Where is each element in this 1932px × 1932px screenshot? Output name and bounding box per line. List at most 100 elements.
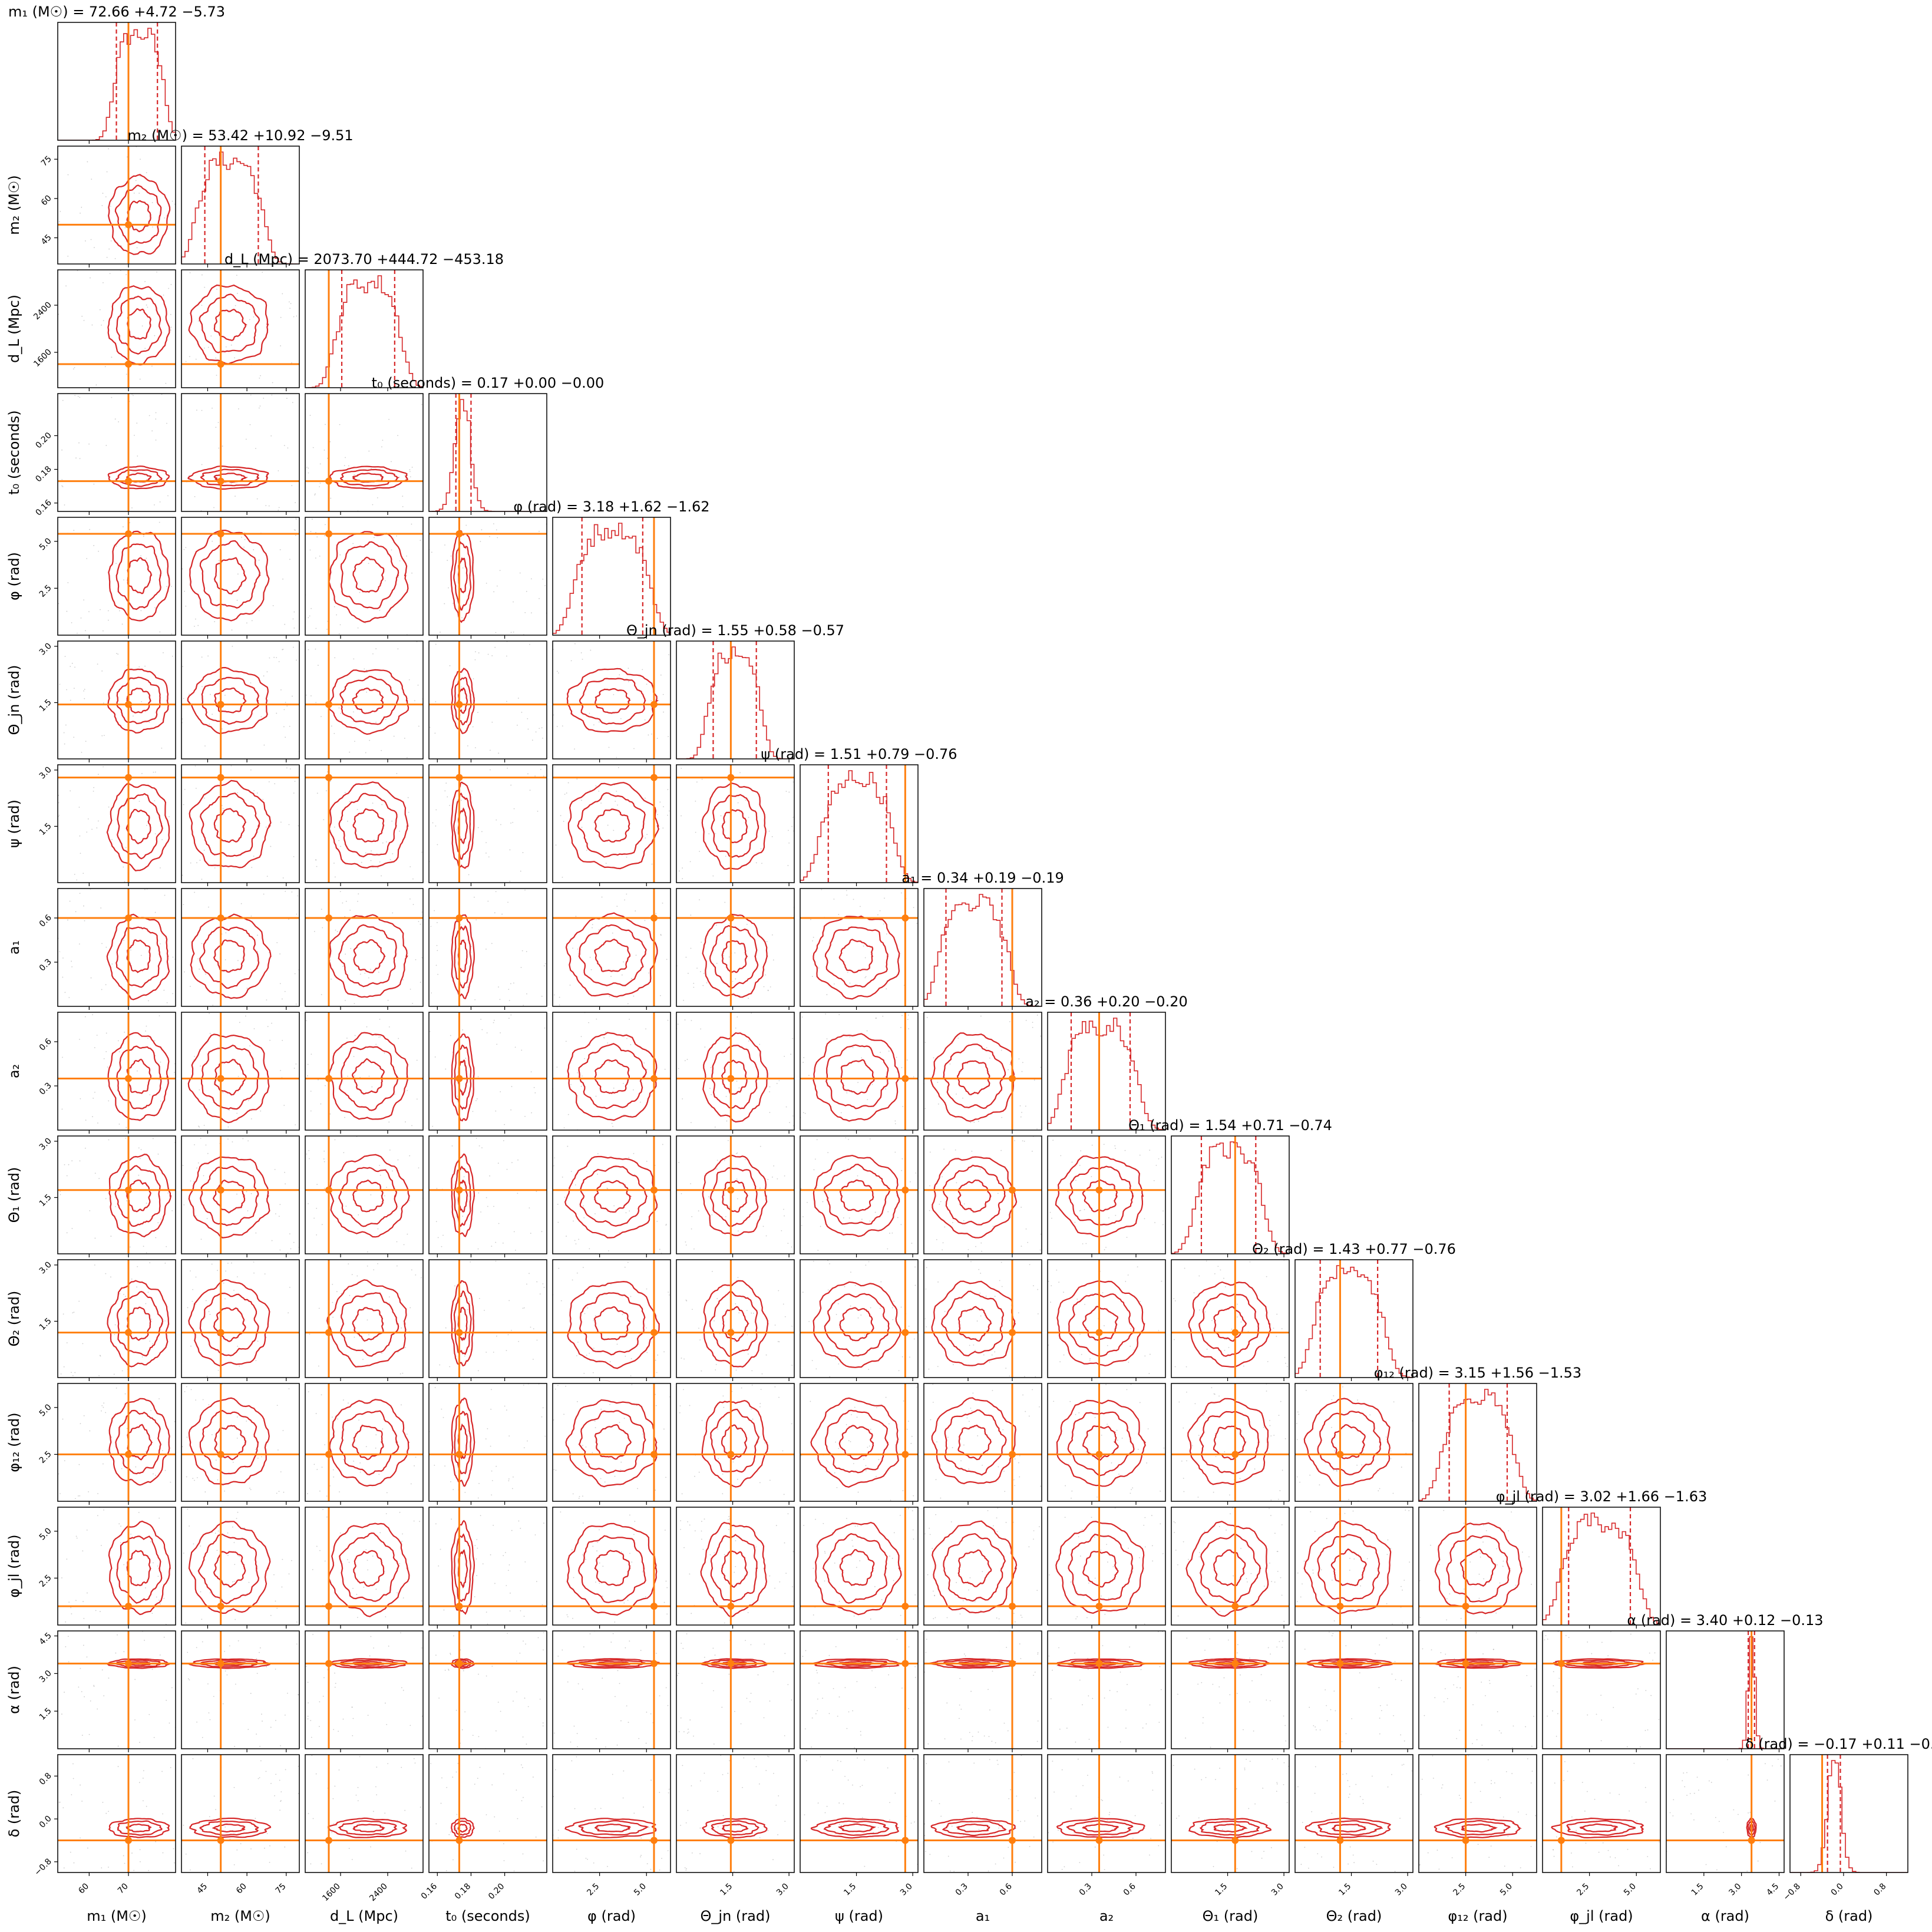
panel-frame: [1789, 1754, 1908, 1873]
contour-level-2: [339, 1532, 399, 1602]
x-axis-label-m2: m₂ (M☉): [210, 1908, 270, 1924]
contour-level-3: [328, 669, 409, 735]
contour-level-2: [1200, 1533, 1261, 1604]
histogram-panel-theta2: Θ₂ (rad) = 1.43 +0.77 −0.76: [1252, 1241, 1456, 1381]
contour-level-3: [813, 915, 900, 1000]
contour-panel-a1-phijl: [923, 1507, 1042, 1629]
x-axis-label-theta2: Θ₂ (rad): [1326, 1908, 1382, 1924]
histogram-phi12: [1419, 1389, 1537, 1501]
contour-level-3: [1185, 1521, 1269, 1617]
panel-frame: [552, 1507, 671, 1626]
contour-level-2: [577, 792, 646, 858]
x-tick-label: 2.5: [1575, 1882, 1591, 1898]
contour-level-1: [126, 808, 151, 844]
contour-panel-thetajn-phi12: [676, 1383, 795, 1505]
truth-marker: [901, 1603, 909, 1610]
contour-panel-thetajn-phijl: [676, 1507, 795, 1629]
x-tick-label: −0.8: [1782, 1882, 1802, 1903]
y-tick-label: 4.5: [38, 1631, 54, 1647]
contour-level-2: [339, 468, 400, 487]
y-tick-label: 0.0: [38, 1814, 54, 1830]
x-tick-label: 1.5: [718, 1881, 734, 1897]
x-tick-label: 0.6: [998, 1881, 1014, 1897]
contour-level-1: [721, 1424, 748, 1460]
contour-level-3: [107, 1032, 170, 1121]
contour-level-1: [839, 1179, 874, 1212]
truth-marker: [1231, 1837, 1239, 1844]
contour-level-1: [352, 1824, 386, 1833]
contour-level-1: [353, 1550, 385, 1587]
contour-level-2: [943, 1043, 1006, 1109]
contour-panel-theta2-alpha: [1294, 1630, 1414, 1752]
contour-panel-t0-psi: [428, 764, 547, 886]
contour-level-2: [339, 1046, 399, 1111]
x-axis-label-psi: ψ (rad): [835, 1908, 883, 1924]
panel-frame: [800, 1259, 919, 1378]
contour-panel-alpha-delta: 1.5 3.0 4.5: [1666, 1754, 1785, 1898]
histogram-theta2: [1295, 1265, 1413, 1378]
contour-level-2: [578, 924, 647, 986]
contour-level-1: [838, 1823, 877, 1832]
contour-level-2: [1199, 1411, 1260, 1475]
truth-marker: [901, 1451, 909, 1458]
truth-marker: [125, 774, 132, 781]
contour-level-3: [108, 530, 170, 622]
contour-level-1: [956, 1823, 990, 1832]
contour-level-2: [941, 1290, 1005, 1357]
panel-frame: [428, 1383, 547, 1502]
truth-marker: [1557, 1660, 1565, 1667]
truth-marker: [1336, 1451, 1344, 1458]
panel-frame: [305, 517, 424, 636]
contour-panel-m1-t0: 0.16 0.18 0.20: [34, 393, 176, 518]
contour-level-2: [200, 792, 260, 857]
panel-frame: [676, 1259, 795, 1378]
contour-level-3: [188, 1156, 270, 1239]
panel-frame: [800, 1135, 919, 1254]
contour-level-2: [1317, 1534, 1381, 1601]
y-axis-label-dL: d_L (Mpc): [6, 295, 22, 363]
contour-level-1: [1213, 1823, 1248, 1833]
x-tick-label: 0.3: [1078, 1882, 1094, 1898]
contour-panel-m2-alpha: [181, 1630, 300, 1752]
x-axis-label-theta1: Θ₁ (rad): [1203, 1908, 1259, 1924]
panel-frame: [181, 1507, 300, 1626]
contour-level-3: [931, 1397, 1016, 1485]
contour-level-2: [454, 1044, 472, 1111]
panel-frame: [552, 764, 671, 883]
panel-frame: [1418, 1754, 1537, 1873]
contour-level-1: [1461, 1823, 1498, 1833]
contour-level-3: [813, 1033, 900, 1122]
contour-level-2: [578, 1043, 647, 1109]
panel-frame: [1047, 1754, 1166, 1873]
panel-frame: [305, 269, 424, 388]
contour-level-2: [1198, 1293, 1260, 1357]
contour-level-3: [107, 465, 170, 490]
contour-panel-phi-phijl: [552, 1507, 671, 1629]
panel-frame: [57, 1754, 176, 1873]
contour-level-1: [594, 1180, 632, 1213]
contour-level-3: [328, 781, 409, 869]
x-tick-label: 1.5: [1213, 1881, 1229, 1897]
contour-panel-phi12-delta: 2.5 5.0: [1418, 1754, 1537, 1898]
contour-panel-thetajn-alpha: [676, 1630, 795, 1752]
contour-level-2: [199, 1821, 259, 1836]
contour-level-2: [578, 1535, 646, 1603]
contour-panel-m1-alpha: 1.5 3.0 4.5: [38, 1630, 176, 1752]
histogram-panel-thetajn: Θ_jn (rad) = 1.55 +0.58 −0.57: [626, 622, 844, 762]
truth-marker: [125, 1837, 132, 1844]
contour-level-2: [338, 924, 397, 988]
contour-level-3: [108, 1520, 171, 1616]
y-axis-label-a1: a₁: [6, 940, 22, 955]
truth-marker: [325, 477, 332, 485]
truth-marker: [217, 1186, 224, 1194]
contour-level-1: [1331, 1424, 1366, 1459]
contour-level-3: [451, 914, 475, 999]
panel-frame: [57, 1383, 176, 1502]
contour-panel-m1-phi: 2.5 5.0: [38, 517, 176, 639]
truth-marker: [1557, 1837, 1565, 1844]
contour-level-1: [1082, 1550, 1119, 1588]
contour-level-3: [188, 1279, 270, 1367]
contour-level-1: [1749, 1824, 1754, 1833]
panel-frame: [57, 888, 176, 1007]
contour-panel-dL-theta2: [305, 1259, 424, 1381]
